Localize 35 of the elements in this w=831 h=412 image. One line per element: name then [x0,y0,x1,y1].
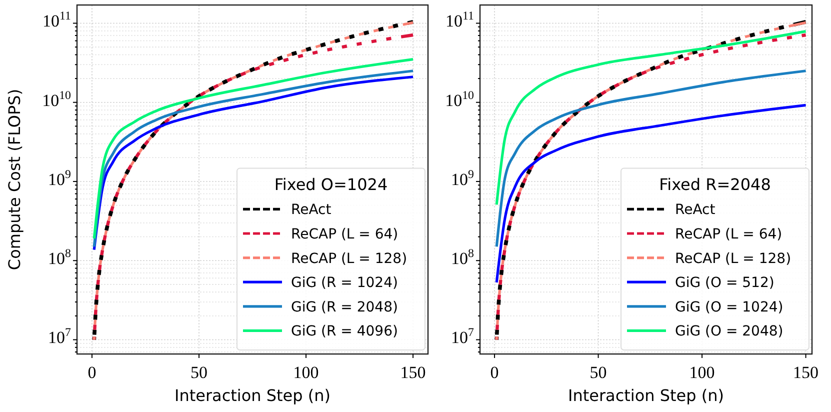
y-tick-label: 10$^{10}$ [445,88,474,110]
y-tick-label: 10$^{7}$ [451,325,474,348]
x-tick-label: 50 [190,363,208,382]
legend-label: GiG (R = 4096) [291,324,398,340]
y-tick-label: 10$^{7}$ [48,325,72,348]
x-tick-label: 100 [293,363,319,382]
legend-label: ReCAP (L = 128) [291,250,408,267]
x-tick-label: 50 [590,363,607,382]
legend-label: GiG (O = 1024) [675,299,784,316]
x-tick-label: 100 [689,363,715,382]
y-tick-label: 10$^{10}$ [42,88,72,110]
y-tick-label: 10$^{9}$ [48,166,72,189]
legend-label: ReAct [675,202,716,218]
y-tick-label: 10$^{9}$ [451,166,474,189]
legend-label: ReCAP (L = 64) [675,226,782,242]
x-axis-title: Interaction Step (n) [174,386,331,405]
x-tick-label: 0 [88,363,96,382]
y-tick-label: 10$^{8}$ [451,246,474,268]
y-axis-title: Compute Cost (FLOPS) [5,88,24,270]
y-tick-label: 10$^{11}$ [42,8,72,31]
y-tick-label: 10$^{8}$ [48,246,72,268]
legend-label: GiG (R = 2048) [291,299,398,316]
x-axis-title: Interaction Step (n) [568,386,724,405]
legend-label: GiG (O = 512) [675,275,774,292]
legend-label: ReCAP (L = 64) [291,226,398,242]
legend-label: GiG (O = 2048) [675,324,784,340]
legend-label: GiG (R = 1024) [291,275,398,292]
y-tick-label: 10$^{11}$ [446,8,474,31]
legend-title: Fixed R=2048 [659,175,771,194]
legend-label: ReAct [291,202,332,218]
x-tick-label: 150 [793,363,819,382]
legend-title: Fixed O=1024 [274,175,388,194]
x-tick-label: 0 [490,363,499,382]
legend-label: ReCAP (L = 128) [675,250,792,267]
x-tick-label: 150 [400,363,426,382]
